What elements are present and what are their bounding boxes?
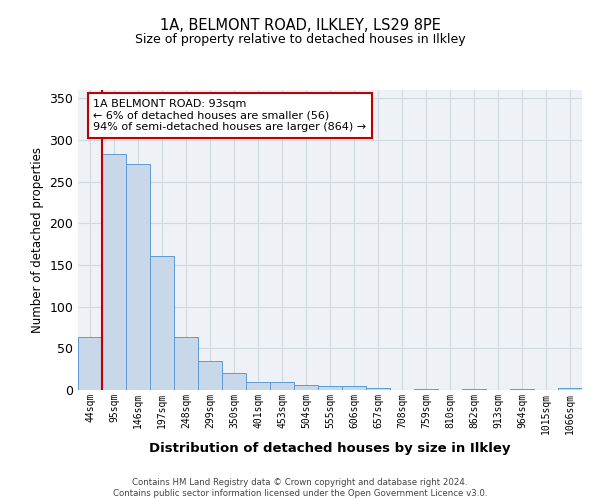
Bar (102, 154, 126, 390)
Bar (510, 389, 534, 390)
Text: 1A, BELMONT ROAD, ILKLEY, LS29 8PE: 1A, BELMONT ROAD, ILKLEY, LS29 8PE (160, 18, 440, 32)
Bar (246, 382, 270, 390)
Y-axis label: Number of detached properties: Number of detached properties (31, 147, 44, 333)
Text: Size of property relative to detached houses in Ilkley: Size of property relative to detached ho… (134, 32, 466, 46)
Bar (198, 361, 222, 390)
Bar (558, 388, 582, 390)
X-axis label: Distribution of detached houses by size in Ilkley: Distribution of detached houses by size … (149, 442, 511, 455)
Bar (270, 382, 294, 390)
Bar (150, 256, 174, 390)
Bar (366, 388, 390, 390)
Bar (222, 372, 246, 390)
Text: Contains HM Land Registry data © Crown copyright and database right 2024.
Contai: Contains HM Land Registry data © Crown c… (113, 478, 487, 498)
Bar (342, 386, 366, 390)
Bar (294, 385, 318, 390)
Bar (174, 336, 198, 390)
Bar (414, 389, 438, 390)
Bar (318, 386, 342, 390)
Text: 1A BELMONT ROAD: 93sqm
← 6% of detached houses are smaller (56)
94% of semi-deta: 1A BELMONT ROAD: 93sqm ← 6% of detached … (93, 99, 366, 132)
Bar (78, 336, 102, 390)
Bar (126, 164, 150, 390)
Bar (462, 389, 486, 390)
